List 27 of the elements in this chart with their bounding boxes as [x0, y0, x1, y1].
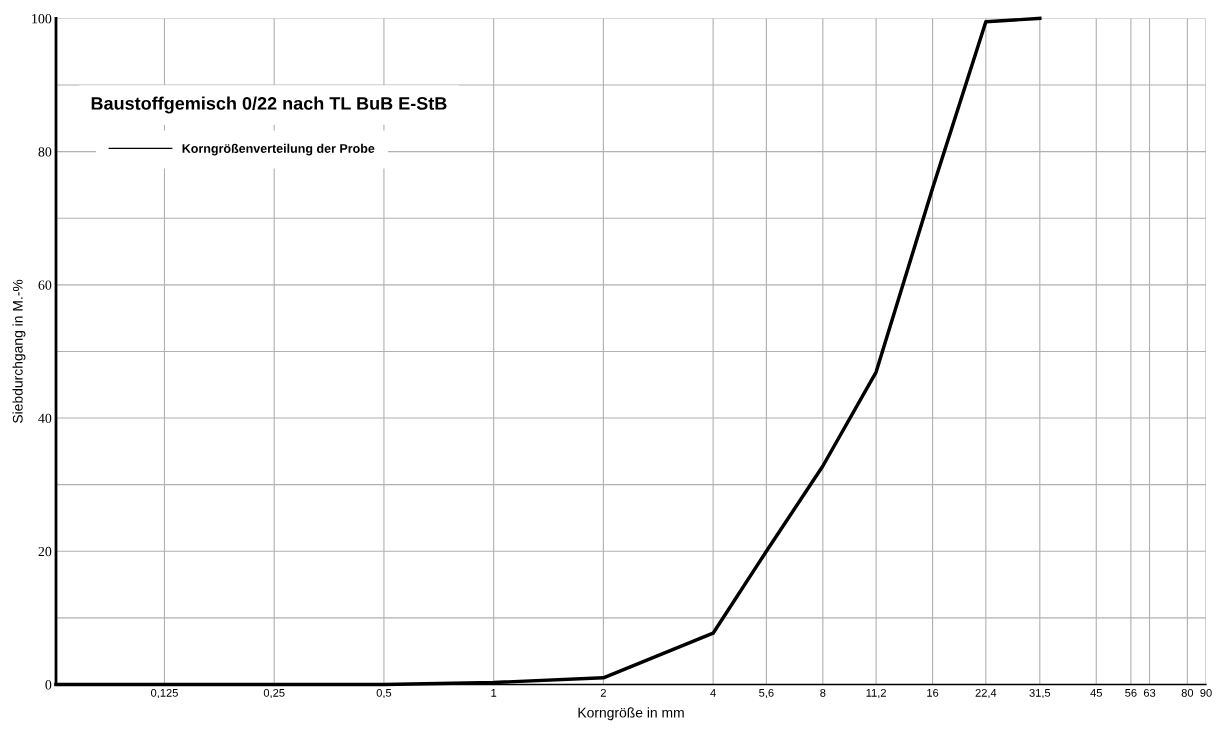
y-tick-label: 60 [38, 280, 52, 290]
text: Baustoffgemisch 0/22 nach TL BuB E-StB [91, 96, 447, 114]
y-tick-label: 40 [38, 413, 52, 423]
x-tick-label: 0,5 [376, 688, 392, 699]
x-tick-label: 63 [1143, 688, 1156, 697]
y-tick-label: 0 [45, 680, 52, 690]
x-tick-label: 2 [600, 688, 606, 697]
y-axis-title: Siebdurchgang in M.-% [12, 279, 26, 423]
x-tick-label: 22,4 [975, 688, 997, 699]
x-tick-label: 0,25 [263, 688, 285, 699]
y-tick-label: 20 [38, 546, 52, 557]
x-tick-label: 1 [491, 689, 497, 697]
x-tick-label: 90 [1200, 688, 1212, 697]
x-axis-title: Korngröße in mm [578, 707, 684, 721]
x-tick-label: 45 [1090, 689, 1102, 697]
x-tick-label: 80 [1181, 688, 1194, 697]
legend-label: Korngrößenverteilung der Probe [182, 143, 375, 156]
x-tick-label: 8 [820, 688, 826, 697]
x-tick-label: 16 [927, 688, 939, 697]
x-tick-label: 56 [1125, 688, 1137, 697]
x-tick-label: 4 [710, 689, 716, 697]
y-tick-label: 100 [32, 13, 52, 24]
x-tick-label: 5,6 [759, 688, 774, 699]
x-tick-label: 0,125 [151, 688, 178, 699]
x-tick-label: 31,5 [1029, 688, 1051, 699]
y-tick-label: 80 [38, 147, 52, 157]
x-tick-label: 11,2 [866, 688, 886, 699]
